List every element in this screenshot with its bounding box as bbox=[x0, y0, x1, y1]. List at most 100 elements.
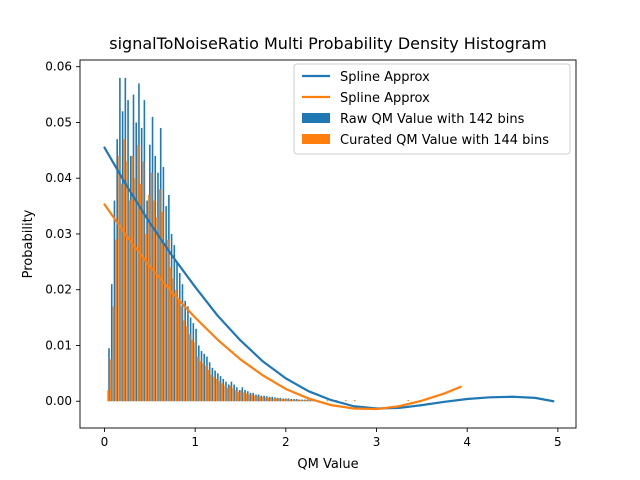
bar-2-11 bbox=[134, 178, 137, 402]
x-tick-label-0: 0 bbox=[101, 435, 109, 449]
plot-area bbox=[79, 59, 577, 429]
x-tick-label-5: 5 bbox=[554, 435, 562, 449]
legend: Spline Approx Spline Approx Raw QM Value w… bbox=[293, 63, 571, 155]
bar-2-81 bbox=[353, 400, 356, 402]
bar-2-12 bbox=[137, 144, 139, 402]
bar-1-38 bbox=[208, 362, 211, 402]
bar-2-5 bbox=[118, 155, 120, 402]
bar-2-72 bbox=[300, 400, 303, 402]
legend-label-4: Curated QM Value with 144 bins bbox=[340, 133, 549, 148]
bar-1-49 bbox=[238, 390, 241, 402]
bar-2-45 bbox=[227, 387, 229, 402]
bar-1-13 bbox=[140, 128, 143, 402]
bar-2-34 bbox=[197, 356, 199, 402]
bar-1-16 bbox=[149, 144, 151, 402]
bar-2-27 bbox=[178, 300, 180, 402]
bar-1-31 bbox=[189, 317, 192, 402]
bar-2-4 bbox=[115, 239, 118, 402]
plot-frame bbox=[79, 59, 577, 429]
bar-1-54 bbox=[252, 392, 254, 402]
bar-2-78 bbox=[326, 400, 329, 402]
bar-2-55 bbox=[254, 395, 256, 402]
bar-2-74 bbox=[305, 400, 308, 402]
bar-2-80 bbox=[344, 400, 347, 402]
bar-1-52 bbox=[246, 391, 249, 402]
spline-line-2 bbox=[103, 203, 462, 411]
bar-1-55 bbox=[255, 394, 257, 402]
bar-2-47 bbox=[232, 387, 235, 402]
y-axis-label: Probability bbox=[21, 209, 36, 278]
bar-2-36 bbox=[202, 363, 205, 402]
bar-1-67 bbox=[287, 398, 290, 402]
bar-2-66 bbox=[284, 399, 286, 402]
bar-1-26 bbox=[176, 261, 178, 402]
bar-2-9 bbox=[129, 200, 131, 402]
y-tick-label-6: 0.06 bbox=[45, 60, 72, 74]
bar-1-66 bbox=[285, 398, 287, 402]
x-tick-label-3: 3 bbox=[373, 435, 381, 449]
bar-1-5 bbox=[119, 77, 121, 402]
bar-2-10 bbox=[131, 155, 134, 402]
bar-1-4 bbox=[116, 139, 118, 402]
bar-1-40 bbox=[214, 370, 216, 402]
bar-2-70 bbox=[295, 399, 297, 402]
bar-2-37 bbox=[205, 365, 207, 402]
bar-2-21 bbox=[161, 211, 164, 402]
bar-1-6 bbox=[121, 111, 124, 402]
bar-2-69 bbox=[292, 399, 294, 402]
bar-2-22 bbox=[164, 245, 167, 402]
bar-1-57 bbox=[260, 395, 263, 402]
bar-series-1 bbox=[108, 77, 318, 402]
bar-2-65 bbox=[281, 399, 284, 402]
bar-1-62 bbox=[274, 397, 276, 402]
bar-2-18 bbox=[153, 200, 156, 402]
bar-1-73 bbox=[304, 399, 306, 402]
bar-2-53 bbox=[248, 394, 251, 402]
bar-2-64 bbox=[278, 398, 281, 402]
bar-1-39 bbox=[211, 367, 214, 402]
bar-1-56 bbox=[257, 394, 260, 402]
bar-1-42 bbox=[219, 376, 222, 402]
y-tick-label-4: 0.04 bbox=[45, 171, 72, 185]
legend-swatch-3 bbox=[302, 113, 330, 123]
bar-2-32 bbox=[191, 339, 194, 402]
bar-2-51 bbox=[243, 392, 245, 402]
bar-1-21 bbox=[162, 167, 165, 402]
legend-label-3: Raw QM Value with 142 bins bbox=[340, 112, 525, 127]
bar-2-6 bbox=[120, 183, 123, 402]
bar-2-16 bbox=[148, 194, 150, 402]
bar-1-69 bbox=[293, 399, 295, 402]
bar-2-44 bbox=[224, 385, 226, 402]
y-tick-label-5: 0.05 bbox=[45, 115, 72, 129]
y-axis-ticks: 0.00 0.01 0.02 0.03 0.04 0.05 0.06 bbox=[45, 60, 80, 408]
bar-1-43 bbox=[222, 378, 225, 402]
bar-1-45 bbox=[227, 384, 230, 402]
legend-box bbox=[293, 63, 571, 155]
bar-1-46 bbox=[230, 381, 233, 402]
bar-1-34 bbox=[197, 345, 200, 402]
bar-1-7 bbox=[124, 77, 127, 402]
bar-1-71 bbox=[298, 399, 301, 402]
bar-2-58 bbox=[262, 396, 264, 402]
bar-1-23 bbox=[168, 194, 170, 402]
bar-1-14 bbox=[143, 100, 146, 402]
bar-1-51 bbox=[244, 390, 246, 402]
x-axis-ticks: 0 1 2 3 4 5 bbox=[101, 428, 562, 449]
bar-2-20 bbox=[159, 189, 161, 402]
bar-2-41 bbox=[216, 378, 218, 402]
bar-2-56 bbox=[256, 395, 259, 402]
bar-2-14 bbox=[142, 161, 145, 402]
bar-1-17 bbox=[151, 116, 154, 402]
legend-label-1: Spline Approx bbox=[340, 70, 430, 85]
bar-2-57 bbox=[259, 396, 262, 402]
bar-2-54 bbox=[251, 394, 254, 402]
x-tick-label-4: 4 bbox=[463, 435, 471, 449]
legend-label-2: Spline Approx bbox=[340, 91, 430, 106]
bar-2-3 bbox=[112, 306, 115, 402]
bar-2-19 bbox=[156, 217, 158, 402]
bar-1-30 bbox=[187, 306, 189, 402]
bar-1-24 bbox=[170, 233, 173, 402]
bar-1-72 bbox=[301, 399, 303, 402]
bar-2-49 bbox=[237, 392, 240, 402]
